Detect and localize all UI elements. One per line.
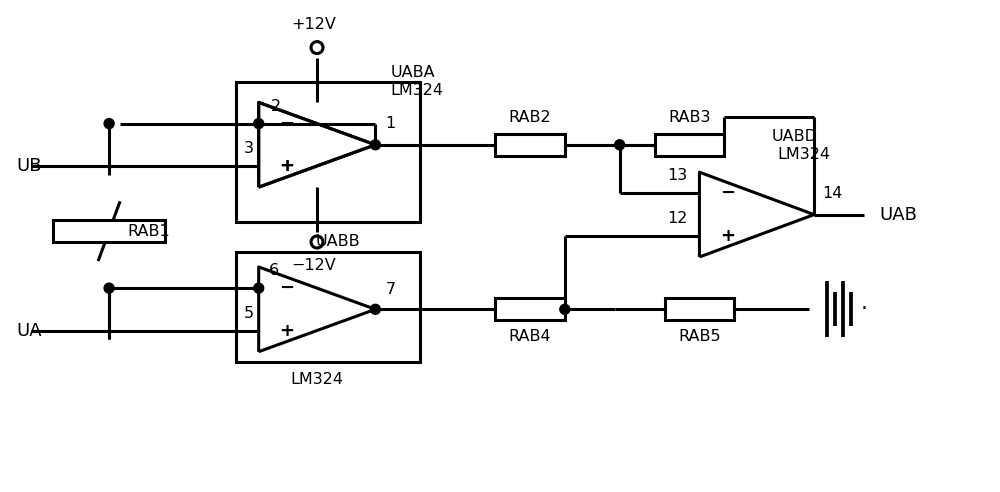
Text: UB: UB: [16, 157, 42, 175]
Text: 14: 14: [822, 185, 842, 201]
Bar: [495, 134, 565, 156]
Text: +: +: [279, 157, 294, 175]
Bar: [236, 83, 420, 222]
Text: +: +: [279, 321, 294, 339]
Text: RAB5: RAB5: [678, 329, 721, 344]
Text: LM324: LM324: [390, 83, 443, 98]
Text: 7: 7: [385, 282, 395, 297]
Text: +12V: +12V: [292, 17, 336, 31]
Text: −: −: [720, 184, 735, 202]
Text: UA: UA: [16, 321, 42, 339]
Text: +: +: [720, 227, 735, 245]
Text: 13: 13: [667, 168, 687, 184]
Circle shape: [104, 283, 114, 293]
Circle shape: [615, 140, 625, 150]
Text: UABB: UABB: [316, 234, 360, 249]
Bar: [236, 252, 420, 362]
Circle shape: [370, 140, 380, 150]
Bar: [53, 220, 165, 242]
Text: 5: 5: [244, 306, 254, 321]
Text: −12V: −12V: [292, 258, 336, 273]
Circle shape: [560, 305, 570, 314]
Text: RAB4: RAB4: [509, 329, 551, 344]
Text: RAB3: RAB3: [668, 110, 711, 125]
Text: UAB: UAB: [879, 206, 917, 223]
Text: RAB1: RAB1: [127, 224, 170, 239]
Text: LM324: LM324: [291, 371, 344, 387]
Text: 3: 3: [244, 141, 254, 156]
Circle shape: [254, 283, 264, 293]
Text: ·: ·: [861, 299, 868, 319]
Text: +: +: [279, 157, 294, 175]
Text: −: −: [279, 279, 294, 297]
Text: UABD: UABD: [771, 129, 817, 144]
Text: RAB2: RAB2: [509, 110, 551, 125]
Text: 2: 2: [271, 98, 281, 114]
Text: 12: 12: [667, 211, 687, 226]
Bar: [665, 298, 734, 320]
Circle shape: [254, 119, 264, 128]
Text: −: −: [279, 115, 294, 133]
Text: UABA: UABA: [390, 65, 435, 80]
Text: 1: 1: [385, 116, 396, 131]
Text: LM324: LM324: [778, 147, 831, 162]
Bar: [655, 134, 724, 156]
Circle shape: [370, 305, 380, 314]
Bar: [495, 298, 565, 320]
Circle shape: [104, 119, 114, 128]
Text: −: −: [279, 115, 294, 133]
Text: 6: 6: [269, 263, 279, 278]
